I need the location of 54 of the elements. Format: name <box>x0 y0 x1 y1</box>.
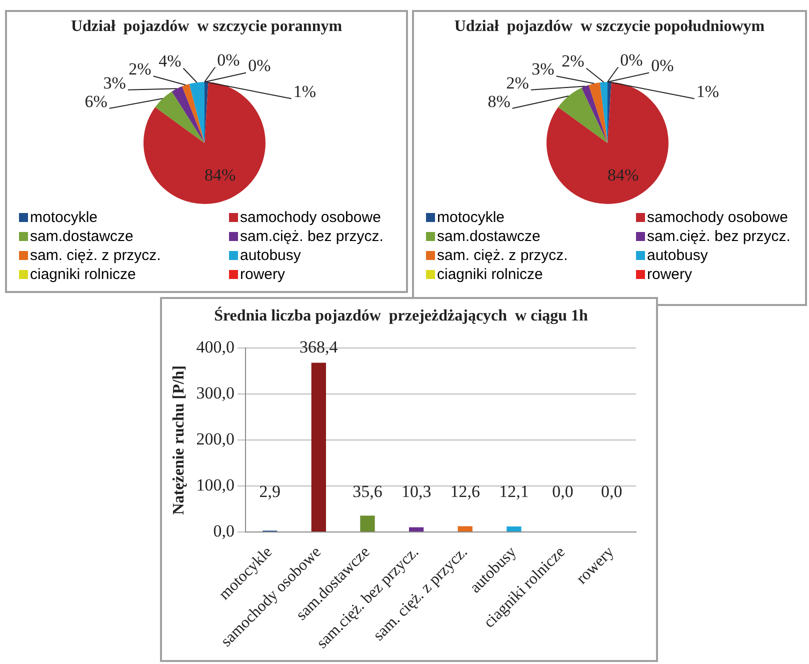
data-label: 12,6 <box>450 482 480 501</box>
data-label: 84% <box>608 166 639 185</box>
text: 0% <box>248 56 271 76</box>
legend-label: ciagniki rolnicze <box>436 265 544 284</box>
chart-title: Średnia liczba pojazdów przejeżdżających w ciągu 1h <box>214 306 588 325</box>
data-label: 2% <box>506 73 529 92</box>
bar <box>506 526 522 532</box>
data-label: 3% <box>103 73 126 92</box>
data-label: 84% <box>204 166 236 185</box>
text: 0% <box>620 50 643 70</box>
bar <box>408 527 424 532</box>
legend-label: sam. cięż. z przycz. <box>436 246 569 265</box>
y-tick-label: 0,0 <box>213 521 234 540</box>
data-label: 8% <box>488 92 510 111</box>
legend-label: rowery <box>646 265 694 284</box>
y-tick-label: 200,0 <box>196 430 234 449</box>
legend-label: sam. cięż. z przycz. <box>29 246 162 265</box>
y-tick-label: 300,0 <box>196 384 234 403</box>
data-label: 4% <box>158 52 182 71</box>
legend-label: ciagniki rolnicze <box>29 265 137 284</box>
legend-label: motocykle <box>29 208 99 227</box>
data-label: 2,9 <box>259 482 280 501</box>
data-label: 368,4 <box>300 338 338 357</box>
data-label: 35,6 <box>352 482 382 501</box>
legend-label: autobusy <box>646 246 709 265</box>
y-tick-label: 100,0 <box>196 476 234 495</box>
data-label: 6% <box>84 92 108 111</box>
legend-label: samochody osobowe <box>239 208 382 227</box>
text: 0% <box>217 50 240 70</box>
bar <box>311 362 326 532</box>
text: 0% <box>651 56 674 76</box>
data-label: 0,0 <box>552 482 574 501</box>
data-label: 2% <box>562 52 584 71</box>
legend-label: samochody osobowe <box>646 208 789 227</box>
legend-label: motocykle <box>436 208 506 227</box>
bar <box>360 516 375 532</box>
data-label: 1% <box>696 82 720 102</box>
data-label: 2% <box>128 60 152 79</box>
legend-label: autobusy <box>239 246 302 265</box>
y-tick-label: 400,0 <box>196 338 234 357</box>
text: Udział pojazdów w szczycie popołudniowym <box>453 17 766 36</box>
legend-label: rowery <box>239 265 286 284</box>
legend-label: sam.cięż. bez przycz. <box>646 227 792 246</box>
y-axis-title: Natężenie ruchu [P/h] <box>170 365 188 515</box>
data-label: 10,3 <box>401 482 432 501</box>
legend-label: sam.dostawcze <box>436 227 542 246</box>
legend-label: sam.dostawcze <box>29 227 134 246</box>
data-label: 0,0 <box>600 482 622 501</box>
data-label: 12,1 <box>499 482 529 501</box>
legend-label: sam.cięż. bez przycz. <box>239 227 384 246</box>
bar <box>458 526 472 532</box>
data-label: 3% <box>532 60 554 79</box>
text: Udział pojazdów w szczycie porannym <box>70 17 344 36</box>
data-label: 1% <box>293 82 316 102</box>
